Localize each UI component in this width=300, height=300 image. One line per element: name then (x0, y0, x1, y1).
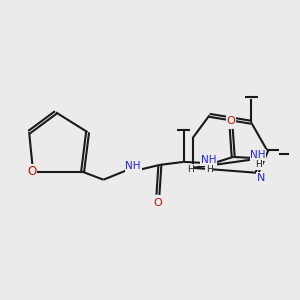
Text: O: O (227, 116, 236, 126)
Text: H: H (255, 160, 262, 169)
Text: H: H (187, 165, 194, 174)
Text: NH: NH (125, 161, 141, 171)
Text: H: H (206, 165, 212, 174)
Text: O: O (154, 197, 162, 208)
Text: NH: NH (201, 155, 216, 165)
Text: O: O (27, 165, 36, 178)
Text: NH: NH (250, 150, 266, 160)
Text: N: N (256, 173, 265, 183)
